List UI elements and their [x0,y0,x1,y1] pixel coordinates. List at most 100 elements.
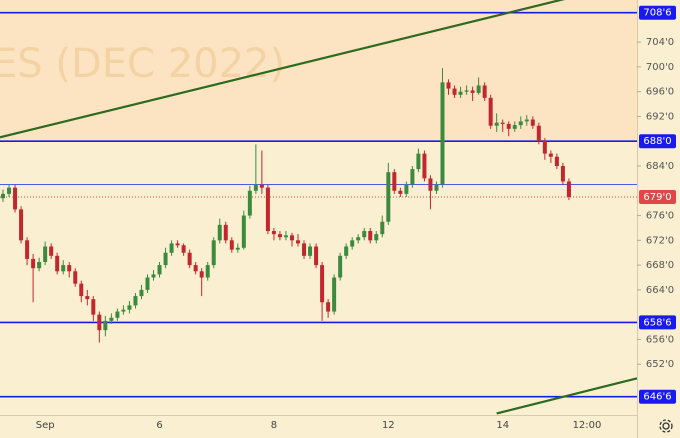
candle-body [31,258,36,269]
candle-body [247,190,252,216]
y-tick-label: 692'0 [646,111,674,122]
candle-body [326,302,331,312]
candle-body [271,231,276,235]
candle-body [289,235,294,241]
candle-body [145,277,150,290]
x-tick-label: 12:00 [573,420,602,431]
candle-body [277,234,282,238]
candle-body [85,296,90,300]
x-tick-label: 14 [496,420,509,431]
candle-body [404,184,409,194]
candle-body [127,305,132,310]
candle-body [1,193,6,199]
level-label-box [639,189,676,204]
candle-body [133,296,138,306]
candle-body [181,245,186,253]
level-label-box [639,389,676,404]
candle-body [235,247,240,250]
candle-body [506,123,511,129]
candle-body [308,246,313,256]
candle-body [332,277,337,312]
candle-body [115,311,120,318]
candle-body [560,166,565,182]
candle-body [512,125,517,129]
level-label: 646'6 [643,392,671,403]
candle-body [121,309,126,312]
candle-body [37,262,42,269]
candle-body [344,246,349,256]
candle-body [55,255,60,272]
candle-body [169,243,174,253]
candle-body [265,187,270,232]
candle-body [458,91,463,95]
candle-body [283,235,288,238]
candle-body [554,156,559,166]
candle-body [25,240,30,259]
candle-body [109,317,114,321]
candle-body [524,119,529,122]
candle-body [350,240,355,247]
y-tick-label: 672'0 [646,235,674,246]
candle-body [548,153,553,157]
candle-body [338,255,343,278]
candle-body [314,246,319,266]
candle-body [241,215,246,248]
y-tick-label: 684'0 [646,161,674,172]
y-tick-label: 696'0 [646,87,674,98]
candle-body [229,240,234,250]
candle-body [157,265,162,275]
candle-body [79,283,84,297]
candle-body [362,231,367,238]
level-shade [0,0,637,142]
candle-body [193,265,198,272]
candle-body [302,243,307,256]
candle-body [139,289,144,297]
y-tick-label: 668'0 [646,260,674,271]
axis: 704'0 700'0 696'0 692'0 684'0 676'0 672'0 668'0… [36,5,676,431]
y-tick-label: 700'0 [646,62,674,73]
watermark: ES (DEC 2022) [0,41,285,87]
level-label: 688'0 [643,136,671,147]
candle-body [103,320,108,331]
candle-body [518,121,523,126]
candle-body [151,274,156,278]
candle-body [97,314,102,331]
candle-body [91,299,96,315]
candle-body [542,141,547,154]
level-label-box [639,5,676,20]
candle-body [374,234,379,241]
candle-body [494,122,499,126]
level-label-box [639,315,676,330]
candle-body [320,265,325,303]
y-tick-label: 664'0 [646,285,674,296]
candle-body [482,85,487,98]
trend-line [496,377,637,415]
candle-body [199,271,204,278]
x-tick-label: Sep [36,420,55,431]
y-tick-label: 652'0 [646,359,674,370]
candle-body [296,240,301,244]
candle-body [253,184,258,191]
candle-body [392,172,397,191]
candle-body [434,184,439,191]
candle-body [536,125,541,142]
candle-body [410,169,415,185]
shade-layer [0,0,637,142]
candle-body [163,252,168,266]
candle-body [43,246,48,263]
candle-body [175,243,180,246]
candle-body [380,221,385,235]
candle-body [530,119,535,126]
level-label: 679'0 [643,192,671,203]
y-tick-label: 676'0 [646,211,674,222]
settings-icon[interactable] [659,419,673,433]
candle-body [488,97,493,126]
candle-body [500,122,505,124]
candle-body [205,265,210,278]
level-label: 708'6 [643,8,671,19]
plot [0,0,637,415]
candle-body [476,85,481,93]
candle-body [470,90,475,93]
candle-body [386,172,391,222]
candle-body [428,178,433,191]
